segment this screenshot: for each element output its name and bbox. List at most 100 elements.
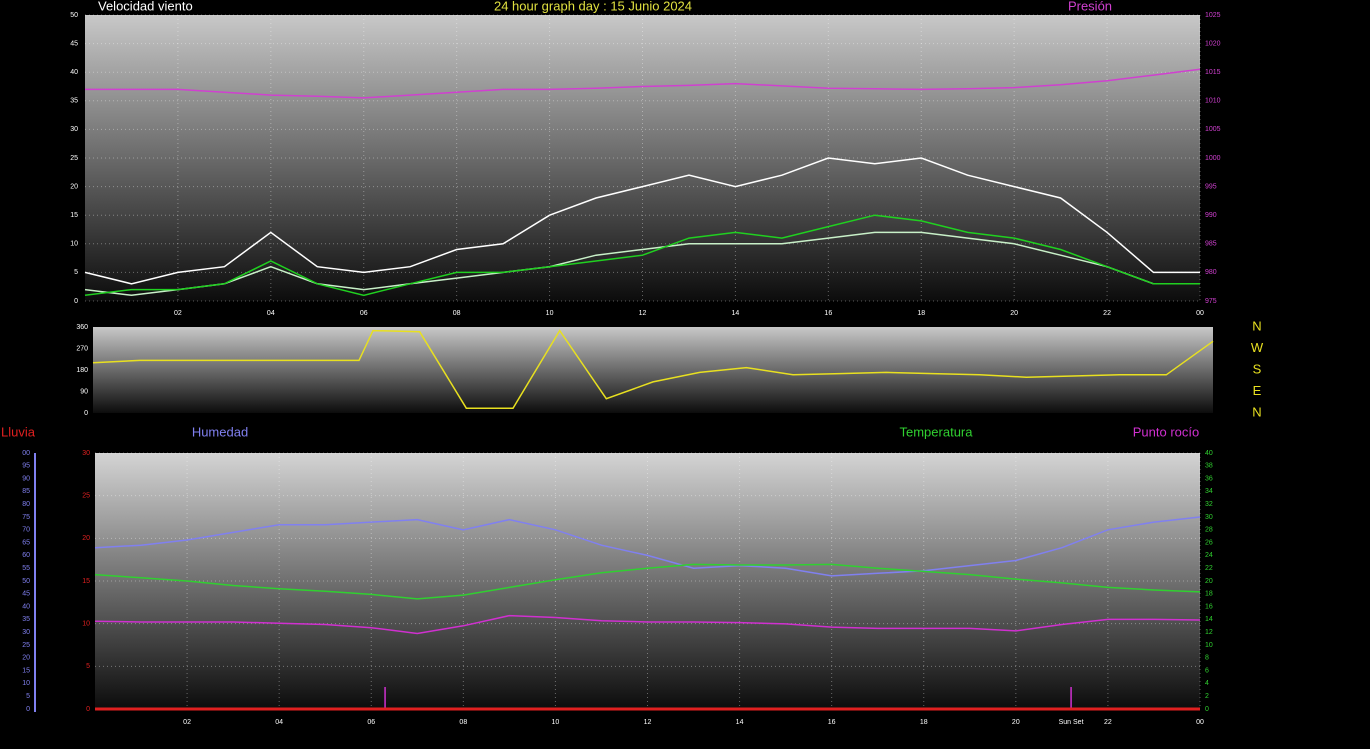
y-tick-label: 10 [70, 241, 78, 248]
y-tick-label: 1015 [1205, 69, 1221, 76]
y-tick-label: 80 [22, 501, 30, 508]
y-tick-label: 34 [1205, 488, 1213, 495]
y-tick-label: 55 [22, 565, 30, 572]
y-tick-label: 15 [22, 667, 30, 674]
y-tick-label: 26 [1205, 539, 1213, 546]
x-tick-label: 12 [644, 719, 652, 726]
y-tick-label: 360 [76, 324, 88, 331]
y-tick-label: 20 [1205, 578, 1213, 585]
y-tick-label: 45 [70, 40, 78, 47]
x-tick-label: 18 [917, 310, 925, 317]
y-tick-label: 990 [1205, 212, 1217, 219]
y-tick-label: 90 [80, 388, 88, 395]
axis-label: Presión [1068, 0, 1112, 13]
y-tick-label: 30 [22, 629, 30, 636]
y-tick-label: 1025 [1205, 12, 1221, 19]
y-tick-label: 60 [22, 552, 30, 559]
y-tick-label: 40 [1205, 450, 1213, 457]
y-tick-label: 20 [82, 535, 90, 542]
y-tick-label: 22 [1205, 565, 1213, 572]
y-tick-label: 4 [1205, 680, 1209, 687]
y-tick-label: 5 [74, 269, 78, 276]
x-tick-label: 04 [267, 310, 275, 317]
x-tick-label: 16 [824, 310, 832, 317]
y-tick-label: 50 [22, 578, 30, 585]
y-tick-label: 18 [1205, 591, 1213, 598]
x-tick-label: 20 [1012, 719, 1020, 726]
y-tick-label: 25 [22, 642, 30, 649]
y-tick-label: 40 [22, 603, 30, 610]
y-tick-label: 30 [70, 126, 78, 133]
y-tick-label: 25 [82, 493, 90, 500]
axis-label: Punto rocío [1133, 424, 1200, 439]
axis-label: Lluvia [1, 424, 36, 439]
y-tick-label: 90 [22, 475, 30, 482]
y-tick-label: 5 [26, 693, 30, 700]
y-tick-label: 1000 [1205, 155, 1221, 162]
y-tick-label: 980 [1205, 269, 1217, 276]
x-tick-label: 10 [546, 310, 554, 317]
y-tick-label: 5 [86, 663, 90, 670]
y-tick-label: 70 [22, 527, 30, 534]
y-tick-label: 0 [84, 410, 88, 417]
y-tick-label: S [1253, 361, 1262, 376]
y-tick-label: 2 [1205, 693, 1209, 700]
series-line [84, 231, 1200, 297]
y-tick-label: 95 [22, 463, 30, 470]
y-tick-label: 0 [1205, 706, 1209, 713]
chart-title: 24 hour graph day : 15 Junio 2024 [494, 0, 692, 13]
x-tick-label: 12 [639, 310, 647, 317]
axis-label: Temperatura [900, 424, 974, 439]
y-tick-label: 15 [70, 212, 78, 219]
y-tick-label: 28 [1205, 527, 1213, 534]
axis-label: Velocidad viento [98, 0, 193, 13]
y-tick-label: 50 [70, 12, 78, 19]
series-line [85, 68, 1201, 99]
plot-area [95, 453, 1200, 709]
y-tick-label: 00 [22, 450, 30, 457]
series-line [92, 329, 1214, 409]
x-tick-label: 14 [736, 719, 744, 726]
x-tick-label: 08 [453, 310, 461, 317]
y-tick-label: 45 [22, 591, 30, 598]
y-tick-label: 0 [26, 706, 30, 713]
y-tick-label: 20 [70, 183, 78, 190]
y-tick-label: 14 [1205, 616, 1213, 623]
y-tick-label: 25 [70, 155, 78, 162]
y-tick-label: 1020 [1205, 40, 1221, 47]
y-tick-label: 32 [1205, 501, 1213, 508]
y-tick-label: 24 [1205, 552, 1213, 559]
y-tick-label: 12 [1205, 629, 1213, 636]
x-tick-label: 16 [828, 719, 836, 726]
y-tick-label: N [1252, 404, 1261, 419]
x-tick-label: 06 [360, 310, 368, 317]
x-tick-label: 04 [275, 719, 283, 726]
y-tick-label: 270 [76, 345, 88, 352]
y-tick-label: 0 [74, 298, 78, 305]
x-tick-label: 10 [552, 719, 560, 726]
y-tick-label: 1010 [1205, 98, 1221, 105]
x-tick-label: 14 [732, 310, 740, 317]
x-tick-label: 02 [174, 310, 182, 317]
y-tick-label: 1005 [1205, 126, 1221, 133]
y-tick-label: 985 [1205, 241, 1217, 248]
series-line [94, 614, 1201, 635]
y-tick-label: W [1251, 340, 1264, 355]
series-line [94, 516, 1201, 577]
series-line [84, 214, 1200, 297]
series-line [84, 157, 1200, 285]
y-tick-label: 180 [76, 367, 88, 374]
y-tick-label: 15 [82, 578, 90, 585]
x-tick-label: 00 [1196, 719, 1204, 726]
y-tick-label: 75 [22, 514, 30, 521]
x-tick-label: 20 [1010, 310, 1018, 317]
y-tick-label: 30 [82, 450, 90, 457]
y-tick-label: 36 [1205, 475, 1213, 482]
y-tick-label: 10 [82, 621, 90, 628]
y-tick-label: 40 [70, 69, 78, 76]
x-tick-label: 08 [459, 719, 467, 726]
y-tick-label: 8 [1205, 655, 1209, 662]
x-tick-label: 06 [367, 719, 375, 726]
